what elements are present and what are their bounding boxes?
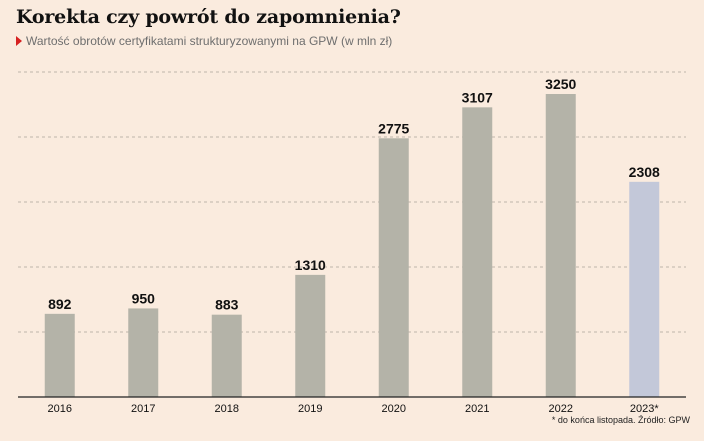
x-tick-label-2019: 2019 xyxy=(298,403,322,415)
bar-2018 xyxy=(211,314,242,397)
bar-2016 xyxy=(44,313,75,397)
chart-title: Korekta czy powrót do zapomnienia? xyxy=(16,6,401,28)
data-label-2021: 3107 xyxy=(462,89,493,105)
data-label-2022: 3250 xyxy=(545,76,576,92)
x-tick-label-2018: 2018 xyxy=(215,403,239,415)
x-tick-label-2016: 2016 xyxy=(48,403,72,415)
data-label-2017: 950 xyxy=(132,290,156,306)
data-label-2023: 2308 xyxy=(629,164,660,180)
x-tick-label-2017: 2017 xyxy=(131,403,155,415)
bar-2021 xyxy=(462,107,493,397)
red-triangle-icon xyxy=(16,36,22,46)
bar-2020 xyxy=(378,138,409,398)
data-label-2019: 1310 xyxy=(295,257,326,273)
bar-2023 xyxy=(629,181,660,397)
data-label-2018: 883 xyxy=(215,297,239,313)
chart-footnote: * do końca listopada. Źródło: GPW xyxy=(551,415,690,425)
x-tick-label-2021: 2021 xyxy=(465,403,489,415)
bar-2022 xyxy=(545,94,576,397)
data-label-2016: 892 xyxy=(48,296,72,312)
x-tick-label-2022: 2022 xyxy=(549,403,573,415)
bar-2017 xyxy=(128,308,159,397)
chart-subtitle-text: Wartość obrotów certyfikatami strukturyz… xyxy=(26,34,393,48)
data-label-2020: 2775 xyxy=(378,120,409,136)
chart-subtitle: Wartość obrotów certyfikatami strukturyz… xyxy=(16,34,392,48)
x-tick-label-2020: 2020 xyxy=(382,403,406,415)
x-tick-label-2023: 2023* xyxy=(630,403,659,415)
bar-2019 xyxy=(295,274,326,397)
